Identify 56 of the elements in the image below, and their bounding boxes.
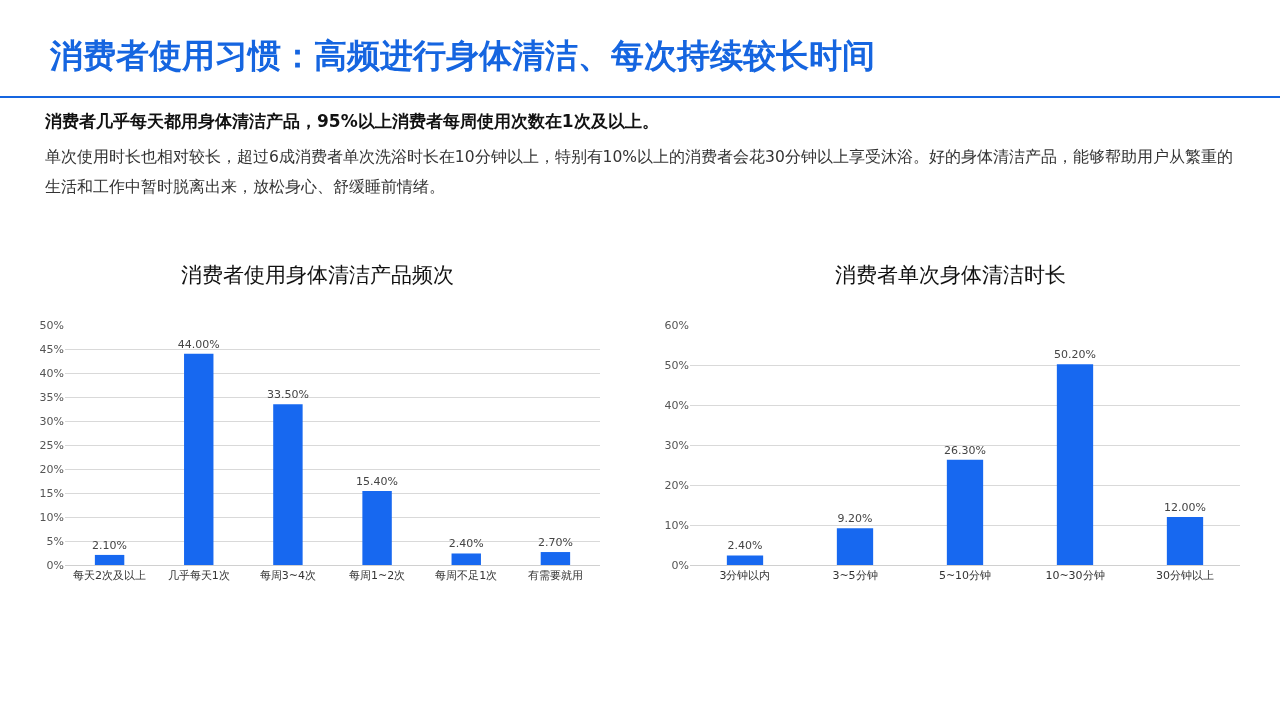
x-tick-label: 有需要就用: [527, 569, 583, 583]
data-label: 33.50%: [266, 388, 309, 402]
x-tick-label: 每周1~2次: [348, 569, 406, 583]
chart-title: 消费者单次身体清洁时长: [834, 262, 1066, 287]
bar: [540, 552, 571, 565]
chart-title: 消费者使用身体清洁产品频次: [181, 262, 454, 287]
y-tick-label: 30%: [39, 414, 64, 428]
x-tick-label: 每天2次及以上: [73, 569, 147, 583]
y-tick-label: 50%: [664, 358, 689, 372]
bar: [1166, 517, 1204, 565]
bar: [184, 353, 214, 565]
y-tick-label: 35%: [39, 390, 64, 404]
y-tick-label: 20%: [39, 462, 64, 476]
y-tick-label: 10%: [39, 510, 64, 524]
data-label: 2.40%: [727, 539, 763, 553]
bar: [94, 554, 125, 565]
bar: [836, 528, 874, 565]
y-tick-label: 20%: [664, 478, 689, 492]
data-label: 12.00%: [1164, 501, 1206, 514]
data-label: 9.20%: [837, 512, 873, 526]
text: 消费者几乎每天都用身体清洁产品，95%以上消费者每周使用次数在1次及以上。: [45, 110, 659, 133]
bar: [273, 404, 303, 565]
bar: [946, 459, 984, 565]
y-tick-label: 40%: [39, 366, 64, 380]
bar: [726, 555, 764, 565]
x-tick-label: 10~30分钟: [1045, 569, 1105, 583]
y-tick-label: 0%: [671, 558, 689, 572]
y-tick-label: 0%: [46, 558, 64, 572]
x-tick-label: 30分钟以上: [1156, 569, 1214, 583]
y-tick-label: 40%: [664, 398, 689, 412]
y-tick-label: 30%: [664, 438, 689, 452]
x-tick-label: 5~10分钟: [938, 569, 992, 583]
y-tick-label: 50%: [39, 318, 64, 332]
data-label: 26.30%: [944, 443, 986, 457]
x-tick-label: 每周不足1次: [435, 569, 498, 583]
x-tick-label: 3~5分钟: [832, 569, 878, 583]
x-tick-label: 3分钟以内: [719, 569, 771, 583]
bar: [1056, 364, 1094, 565]
y-tick-label: 5%: [46, 534, 64, 548]
data-label: 15.40%: [356, 475, 399, 489]
y-tick-label: 10%: [664, 518, 689, 532]
x-tick-label: 几乎每天1次: [167, 569, 230, 583]
data-label: 44.00%: [177, 337, 220, 351]
y-tick-label: 15%: [39, 486, 64, 500]
data-label: 50.20%: [1054, 348, 1096, 362]
text: 消费者使用习惯：高频进行身体清洁、每次持续较长时间: [50, 35, 875, 77]
text: 单次使用时长也相对较长，超过6成消费者单次洗浴时长在10分钟以上，特别有10%以上的消费者会花30分钟以上享受沐浴。好的身体清洁产品，能够帮助用户从繁重的生活和工作中暂时脱离出来，放松身心、舒缓睡前情绪。: [45, 147, 1234, 198]
data-label: 2.40%: [448, 537, 484, 551]
y-tick-label: 25%: [39, 438, 64, 452]
y-tick-label: 60%: [664, 318, 689, 332]
y-tick-label: 45%: [39, 342, 64, 356]
data-label: 2.10%: [92, 538, 128, 552]
x-tick-label: 每周3~4次: [259, 569, 317, 583]
bar: [362, 491, 392, 565]
bar: [451, 553, 481, 565]
data-label: 2.70%: [537, 536, 573, 550]
